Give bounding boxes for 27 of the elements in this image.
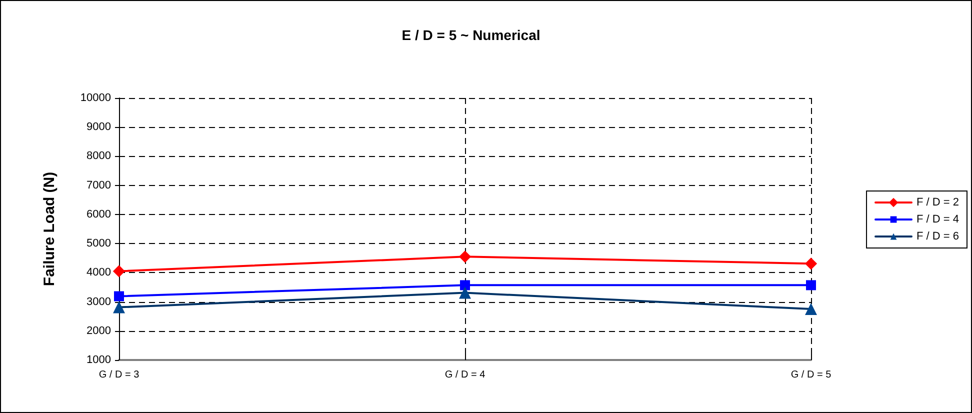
x-tick-label: G / D = 3 xyxy=(98,370,140,380)
y-tick-label: 4000 xyxy=(86,266,111,279)
y-tick-label: 9000 xyxy=(86,121,111,134)
x-tick-label: G / D = 5 xyxy=(790,370,832,380)
x-tick-label: G / D = 4 xyxy=(444,370,486,380)
point xyxy=(806,280,816,290)
legend-label: F / D = 6 xyxy=(916,230,960,242)
point xyxy=(114,291,124,302)
point xyxy=(459,250,471,262)
y-axis-title: Failure Load (N) xyxy=(41,172,58,286)
y-tick-label: 1000 xyxy=(86,354,111,366)
y-tick-label: 7000 xyxy=(86,179,111,192)
point xyxy=(459,286,471,299)
point xyxy=(113,301,125,314)
y-tick-label: 10000 xyxy=(80,92,111,104)
y-tick-label: 8000 xyxy=(86,150,111,162)
legend-label: F / D = 2 xyxy=(916,196,960,208)
chart-title: E / D = 5 ~ Numerical xyxy=(402,27,540,43)
y-tick-label: 5000 xyxy=(86,238,111,250)
point xyxy=(113,265,125,277)
y-tick-label: 3000 xyxy=(86,296,111,308)
point xyxy=(805,303,817,316)
y-tick-label: 2000 xyxy=(86,324,111,337)
point xyxy=(460,280,470,290)
point xyxy=(805,258,817,270)
legend-label: F / D = 4 xyxy=(916,214,960,226)
y-tick-label: 6000 xyxy=(86,208,111,220)
